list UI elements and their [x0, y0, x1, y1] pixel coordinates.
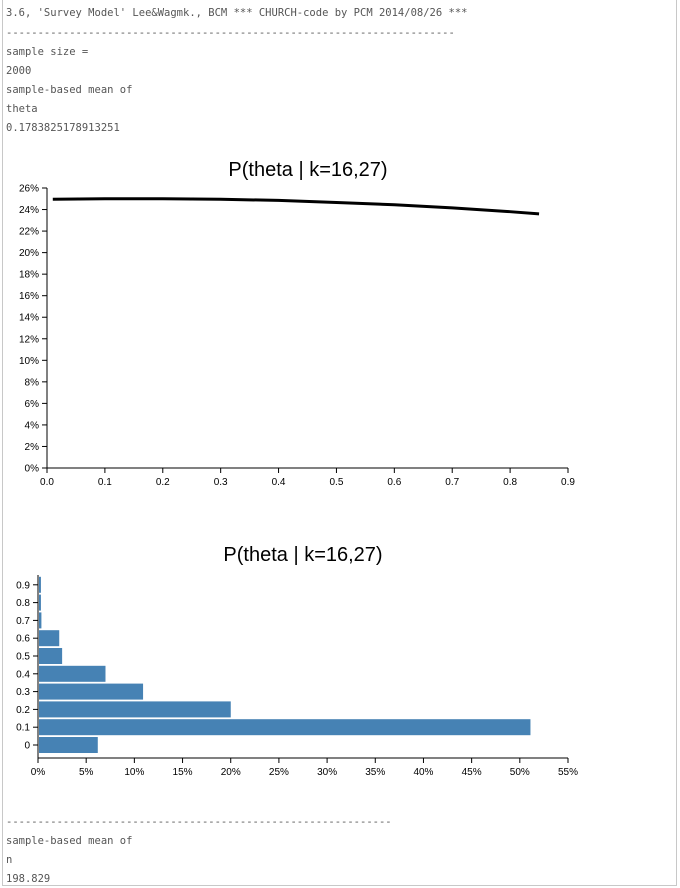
y-tick-label: 24% [19, 205, 39, 216]
y-tick-label: 12% [19, 334, 39, 345]
output-line-n-mean-value: 198.829 [6, 873, 51, 885]
y-tick-label: 0.5 [16, 652, 30, 663]
y-tick-label: 26% [19, 184, 39, 195]
x-tick-label: 10% [124, 767, 144, 778]
chart-title: P(theta | k=16,27) [228, 159, 387, 181]
x-tick-label: 25% [269, 767, 289, 778]
chart-title: P(theta | k=16,27) [223, 544, 382, 566]
divider-bottom: ----------------------------------------… [6, 816, 392, 828]
y-tick-label: 22% [19, 227, 39, 238]
y-tick-label: 0.1 [16, 723, 30, 734]
header-text: 3.6, 'Survey Model' Lee&Wagmk., BCM *** … [6, 7, 468, 19]
bar [39, 719, 531, 736]
x-tick-label: 40% [413, 767, 433, 778]
y-tick-label: 0.6 [16, 634, 30, 645]
y-tick-label: 18% [19, 270, 39, 281]
output-line-mean-label: sample-based mean of [6, 84, 133, 96]
divider-top: ----------------------------------------… [6, 27, 455, 39]
x-tick-label: 0.4 [272, 477, 286, 488]
x-tick-label: 0.3 [214, 477, 228, 488]
bar [39, 701, 231, 718]
bar [39, 737, 98, 753]
x-tick-label: 0% [31, 767, 46, 778]
y-tick-label: 0 [24, 741, 30, 752]
bar [39, 576, 41, 593]
y-tick-label: 0.9 [16, 580, 30, 591]
x-tick-label: 0.7 [445, 477, 459, 488]
x-tick-label: 50% [510, 767, 530, 778]
x-tick-label: 15% [173, 767, 193, 778]
x-tick-label: 45% [462, 767, 482, 778]
y-tick-label: 16% [19, 291, 39, 302]
x-tick-label: 35% [365, 767, 385, 778]
y-tick-label: 2% [25, 442, 40, 453]
bar [39, 630, 60, 647]
bar [39, 612, 42, 629]
x-tick-label: 0.9 [561, 477, 575, 488]
y-tick-label: 4% [25, 420, 40, 431]
bar [39, 683, 144, 700]
x-tick-label: 0.5 [329, 477, 343, 488]
y-tick-label: 0.4 [16, 669, 30, 680]
x-tick-label: 30% [317, 767, 337, 778]
output-line-sample-size-label: sample size = [6, 46, 89, 58]
series-line [52, 197, 540, 216]
bar [39, 665, 106, 682]
y-tick-label: 14% [19, 313, 39, 324]
x-tick-label: 0.6 [387, 477, 401, 488]
x-tick-label: 0.1 [98, 477, 112, 488]
line-chart-theta: P(theta | k=16,27) 0% 2% 4% 6% 8% 10% 12% 14% 16%… [19, 159, 575, 488]
y-tick-label: 0.7 [16, 616, 30, 627]
output-line-theta-label: theta [6, 103, 38, 115]
bar [39, 594, 41, 611]
x-tick-label: 0.8 [503, 477, 517, 488]
output-line-theta-mean-value: 0.1783825178913251 [6, 122, 120, 134]
y-tick-label: 8% [25, 377, 40, 388]
bar [39, 648, 63, 664]
bar-chart-theta: P(theta | k=16,27) 0 0.1 0.2 0.3 0.4 0.5 0.6 0.7… [16, 544, 578, 778]
x-tick-label: 20% [221, 767, 241, 778]
x-tick-label: 55% [558, 767, 578, 778]
y-tick-label: 0% [25, 464, 40, 475]
output-line-n-label: n [6, 854, 13, 866]
y-tick-label: 10% [19, 356, 39, 367]
y-tick-label: 0.3 [16, 687, 30, 698]
y-tick-label: 0.8 [16, 598, 30, 609]
x-tick-label: 0.0 [40, 477, 54, 488]
x-tick-label: 0.2 [156, 477, 170, 488]
y-tick-label: 6% [25, 399, 40, 410]
y-tick-label: 20% [19, 248, 39, 259]
x-tick-label: 5% [79, 767, 94, 778]
output-line-sample-size-value: 2000 [6, 65, 32, 77]
y-tick-label: 0.2 [16, 705, 30, 716]
output-line-mean-label-2: sample-based mean of [6, 835, 133, 847]
